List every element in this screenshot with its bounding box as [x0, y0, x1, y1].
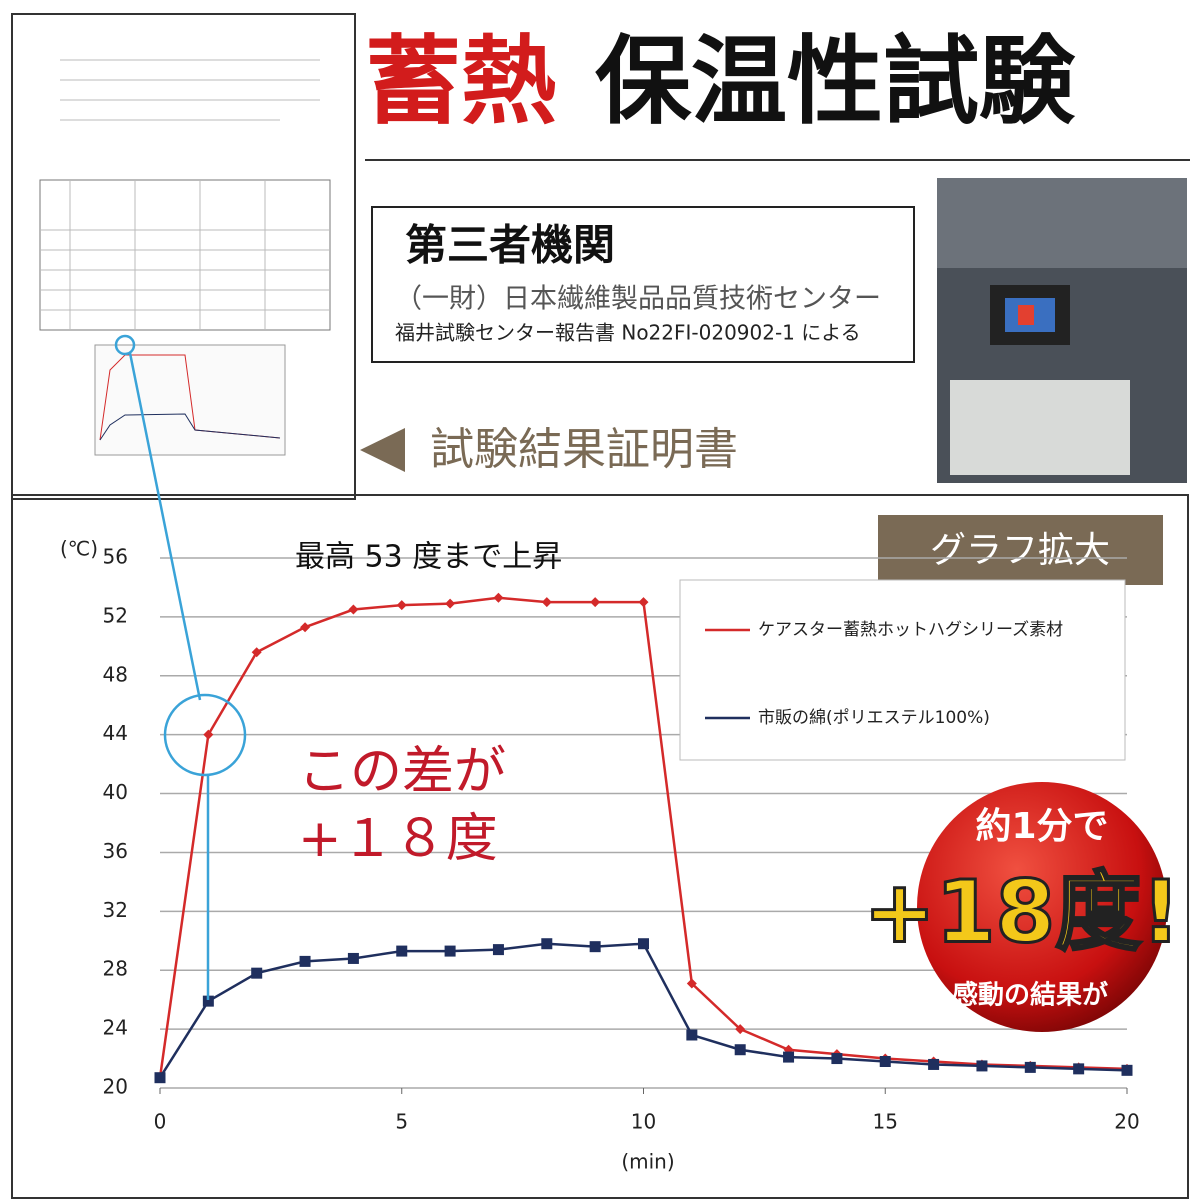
y-tick-label: 40 — [103, 780, 128, 804]
y-tick-label: 56 — [103, 545, 128, 569]
certificate-label: 試験結果証明書 — [430, 424, 738, 475]
point — [203, 729, 214, 740]
callout — [114, 334, 247, 1000]
y-tick-label: 48 — [103, 662, 128, 686]
point — [492, 944, 504, 956]
point — [686, 978, 697, 989]
point — [1121, 1064, 1133, 1076]
point — [638, 597, 649, 608]
title-black: 保温性試験 — [595, 25, 1076, 137]
y-tick-label: 36 — [103, 839, 128, 863]
point — [638, 938, 649, 950]
point — [831, 1053, 843, 1065]
arrow — [360, 428, 405, 472]
agency-name: （一財）日本繊維製品品質技術センター — [395, 284, 881, 315]
zoom-box — [878, 515, 1163, 585]
point — [493, 592, 504, 603]
y-tick-label: 44 — [103, 721, 128, 745]
y-tick-label: 20 — [103, 1075, 128, 1099]
y-tick-label: 28 — [103, 957, 128, 981]
point — [444, 945, 456, 957]
badge-top: 約1分で — [975, 806, 1108, 847]
y-tick-label: 24 — [103, 1016, 128, 1040]
point — [299, 955, 311, 967]
x-tick-label: 15 — [873, 1110, 898, 1134]
point — [445, 598, 456, 609]
x-tick-label: 5 — [395, 1110, 408, 1134]
agency-box — [371, 206, 915, 363]
point — [154, 1072, 166, 1084]
agency-report: 福井試験センター報告書 No22FI-020902-1 による — [395, 321, 861, 345]
y-tick-label: 32 — [103, 898, 128, 922]
point — [734, 1044, 746, 1056]
badge-main: +18度! — [864, 862, 1181, 962]
point — [396, 600, 407, 611]
point — [251, 967, 263, 979]
x-tick-label: 10 — [631, 1110, 656, 1134]
point — [735, 1024, 746, 1035]
point — [1073, 1063, 1085, 1075]
badge — [917, 782, 1167, 1032]
annotation: 最高 53 度まで上昇 — [295, 540, 562, 575]
x-tick-label: 0 — [154, 1110, 167, 1134]
point — [541, 597, 552, 608]
point — [1024, 1061, 1036, 1073]
legend — [679, 579, 1126, 761]
point — [928, 1058, 940, 1070]
point — [396, 945, 408, 957]
legend-label: ケアスター蓄熱ホットハグシリーズ素材 — [758, 620, 1063, 640]
point — [589, 941, 601, 953]
legend-label: 市販の綿(ポリエステル100%) — [758, 708, 990, 728]
point — [686, 1029, 698, 1041]
annotation: +１８度 — [298, 809, 498, 869]
annotation: この差が — [298, 742, 506, 802]
point — [202, 995, 214, 1007]
zoom-label: グラフ拡大 — [930, 530, 1110, 571]
test-photo — [937, 178, 1187, 483]
chart-frame — [11, 494, 1189, 1199]
y-tick-label: 52 — [103, 603, 128, 627]
x-tick-label: 20 — [1114, 1110, 1139, 1134]
title-red: 蓄熱 — [365, 25, 557, 137]
point — [590, 597, 601, 608]
point — [348, 604, 359, 615]
badge-bottom: 感動の結果が — [952, 980, 1108, 1011]
certificate-thumbnail — [11, 13, 356, 500]
point — [879, 1056, 891, 1067]
plot: 20 24 28 32 36 40 44 48 52 56 0 5 10 15 20 ケアスター蓄熱ホットハグ… — [103, 545, 1140, 1134]
agency-heading: 第三者機関 — [405, 221, 615, 270]
x-axis-label: (min) — [621, 1150, 674, 1174]
point — [783, 1051, 795, 1063]
point — [347, 952, 359, 964]
point — [541, 938, 553, 950]
point — [976, 1060, 988, 1072]
point — [300, 622, 311, 633]
y-axis-label: (℃) — [60, 537, 98, 561]
point — [251, 647, 262, 658]
